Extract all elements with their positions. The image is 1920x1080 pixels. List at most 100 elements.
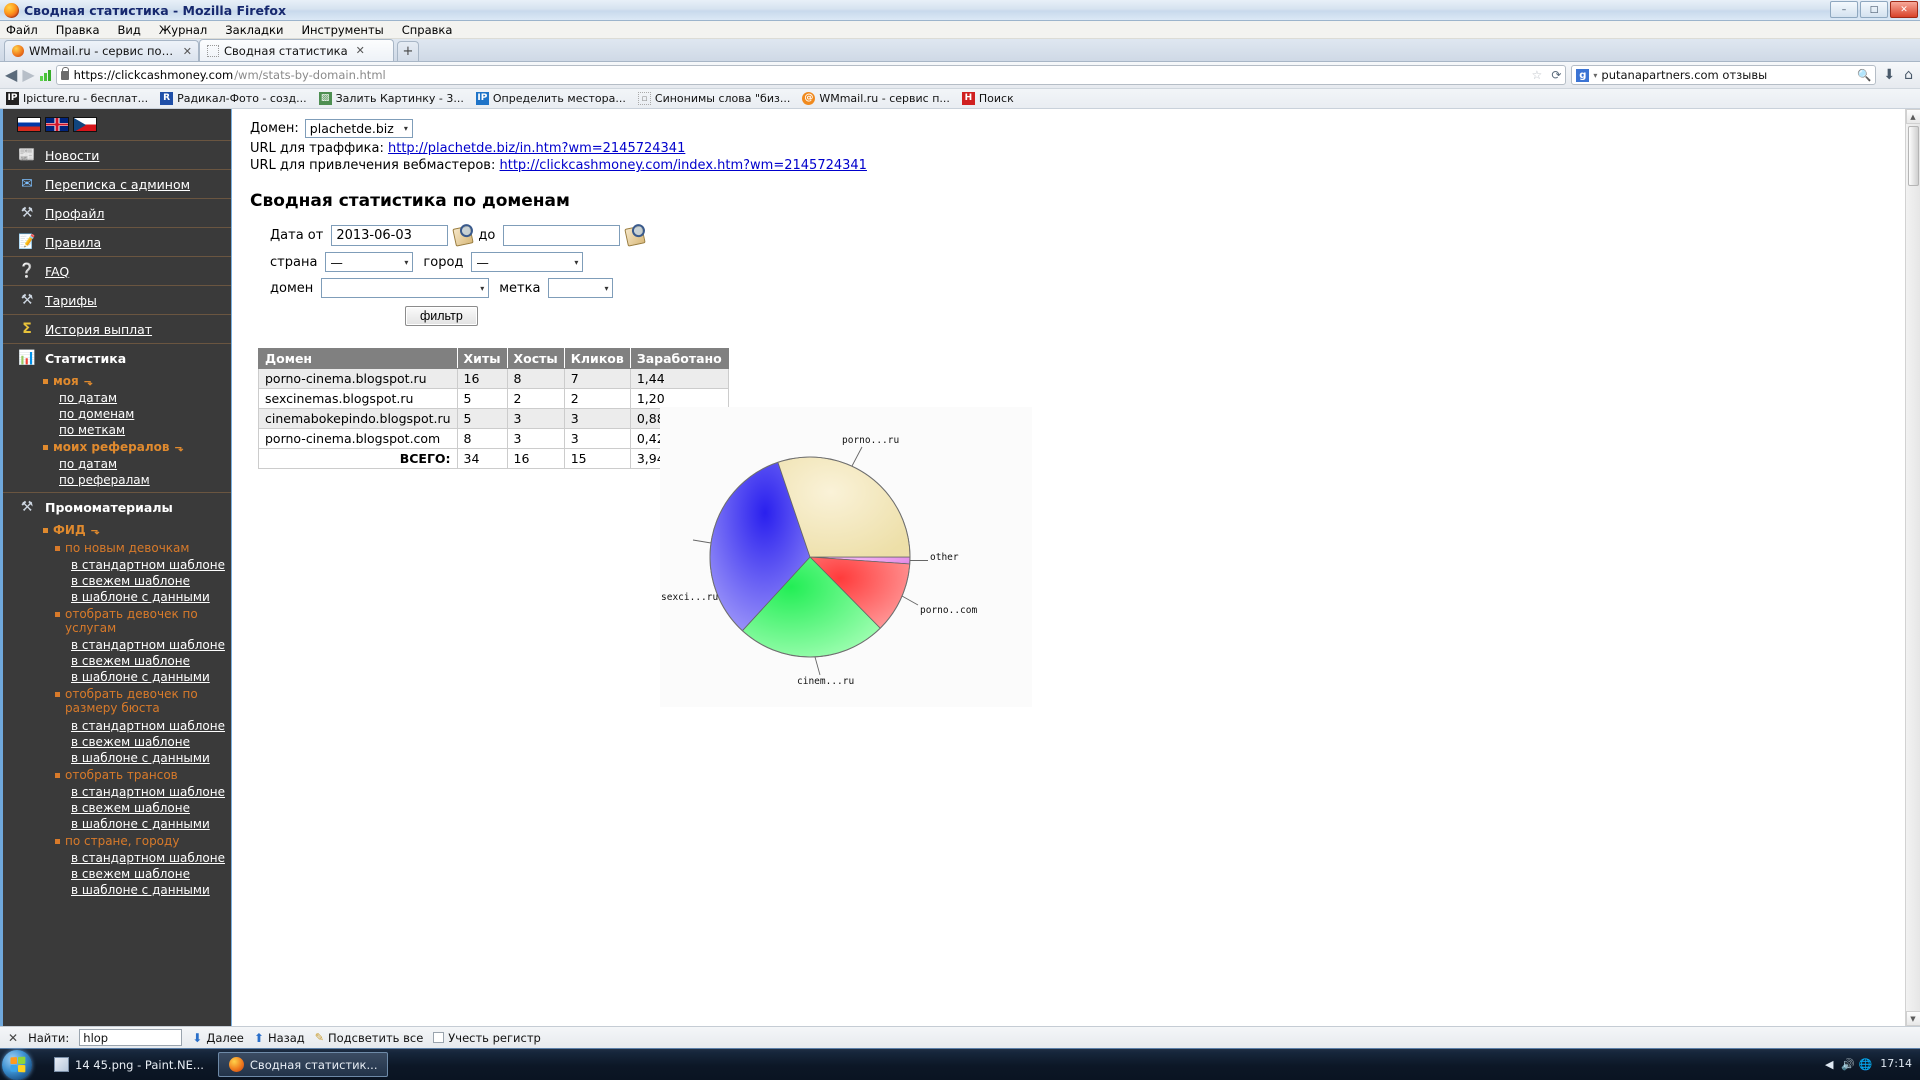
sidebar-link-standard-template[interactable]: в стандартном шаблоне	[71, 638, 225, 652]
tab-wmmail[interactable]: WMmail.ru - сервис почтовых рассылок... …	[4, 40, 199, 61]
city-select[interactable]: — ▾	[471, 252, 584, 272]
find-next-button[interactable]: ⬇ Далее	[192, 1031, 244, 1045]
calendar-picker-icon[interactable]	[452, 224, 475, 247]
sidebar-link-fresh-template[interactable]: в свежем шаблоне	[71, 654, 190, 668]
back-icon[interactable]: ◀	[5, 65, 18, 84]
sidebar-item-label[interactable]: Новости	[45, 147, 100, 163]
sidebar-subgroup-by-country-city[interactable]: по стране, городу	[3, 832, 231, 850]
flag-cz-icon[interactable]	[73, 117, 97, 132]
menu-item-edit[interactable]: Правка	[55, 22, 100, 37]
sidebar-item-label[interactable]: Профайл	[45, 205, 105, 221]
country-select[interactable]: — ▾	[325, 252, 414, 272]
sidebar-link-data-template[interactable]: в шаблоне с данными	[71, 882, 210, 897]
tab-close-icon[interactable]: ✕	[355, 44, 365, 57]
sidebar-link-fresh-template[interactable]: в свежем шаблоне	[71, 800, 190, 815]
tray-expand-icon[interactable]: ◀	[1824, 1058, 1834, 1071]
google-icon[interactable]: g	[1576, 68, 1590, 82]
sidebar-item-label[interactable]: Тарифы	[45, 292, 97, 308]
webmaster-url-link[interactable]: http://clickcashmoney.com/index.htm?wm=2…	[499, 158, 867, 173]
address-bar[interactable]: https://clickcashmoney.com /wm/stats-by-…	[55, 65, 1567, 85]
tray-icons[interactable]: 🔊 🌐	[1841, 1058, 1873, 1071]
sidebar-group-referral-stats[interactable]: моих рефералов ⬎	[3, 438, 231, 456]
taskbar-item-firefox[interactable]: Сводная статистик...	[217, 1052, 389, 1077]
bookmark-item[interactable]: IP Определить местора...	[475, 92, 626, 105]
start-button[interactable]	[2, 1049, 32, 1080]
sidebar-item-payout-history[interactable]: Σ История выплат	[3, 314, 231, 343]
home-icon[interactable]: ⌂	[1904, 67, 1913, 83]
sidebar-item-faq[interactable]: ❔ FAQ	[3, 256, 231, 285]
sidebar-link-standard-template[interactable]: в стандартном шаблоне	[71, 850, 225, 865]
menu-item-history[interactable]: Журнал	[158, 22, 208, 37]
sidebar-link-by-dates[interactable]: по датам	[59, 391, 118, 405]
flag-uk-icon[interactable]	[45, 117, 69, 132]
sidebar-link-fresh-template[interactable]: в свежем шаблоне	[71, 866, 190, 881]
traffic-url-link[interactable]: http://plachetde.biz/in.htm?wm=214572434…	[387, 141, 686, 156]
find-input[interactable]: hlop	[79, 1029, 183, 1046]
sidebar-subgroup-trans[interactable]: отобрать трансов	[3, 766, 231, 784]
clock[interactable]: 17:14	[1880, 1057, 1912, 1071]
sidebar-link-fresh-template[interactable]: в свежем шаблоне	[71, 734, 190, 749]
search-bar[interactable]: g ▾ putanapartners.com отзывы 🔍	[1571, 65, 1877, 85]
sidebar-link-ref-by-dates[interactable]: по датам	[59, 457, 118, 471]
date-from-input[interactable]: 2013-06-03	[331, 225, 449, 246]
find-close-icon[interactable]: ✕	[8, 1030, 19, 1045]
tab-stats[interactable]: Сводная статистика ✕	[199, 39, 394, 61]
sidebar-item-news[interactable]: 📰 Новости	[3, 140, 231, 169]
close-button[interactable]: ✕	[1890, 1, 1918, 18]
sidebar-item-tariffs[interactable]: ⚒ Тарифы	[3, 285, 231, 314]
scroll-up-arrow-icon[interactable]: ▲	[1905, 109, 1920, 124]
forward-icon[interactable]: ▶	[22, 65, 35, 84]
sidebar-link-fresh-template[interactable]: в свежем шаблоне	[71, 574, 190, 588]
menu-item-tools[interactable]: Инструменты	[301, 22, 384, 37]
sidebar-item-admin-mail[interactable]: ✉ Переписка с админом	[3, 169, 231, 198]
checkbox-icon[interactable]	[433, 1032, 445, 1043]
sidebar-link-by-domains[interactable]: по доменам	[59, 407, 135, 421]
sidebar-link-data-template[interactable]: в шаблоне с данными	[71, 590, 210, 604]
sidebar-link-data-template[interactable]: в шаблоне с данными	[71, 670, 210, 684]
sidebar-item-label[interactable]: Правила	[45, 234, 102, 250]
bookmark-item[interactable]: @ WMmail.ru - сервис п...	[802, 92, 950, 105]
bookmark-item[interactable]: ▨ Залить Картинку - 3...	[318, 92, 464, 105]
sidebar-link-data-template[interactable]: в шаблоне с данными	[71, 816, 210, 831]
bookmark-star-icon[interactable]: ☆	[1531, 68, 1543, 82]
flag-ru-icon[interactable]	[17, 117, 41, 132]
highlight-all-button[interactable]: ✎ Подсветить все	[315, 1031, 424, 1045]
bookmark-item[interactable]: ▫ Синонимы слова "биз...	[637, 92, 790, 105]
taskbar-item-paint[interactable]: 14 45.png - Paint.NE...	[43, 1052, 215, 1077]
menu-item-view[interactable]: Вид	[117, 22, 141, 37]
sidebar-item-label[interactable]: FAQ	[45, 263, 70, 279]
signal-bars-icon[interactable]	[39, 69, 51, 81]
sidebar-link-standard-template[interactable]: в стандартном шаблоне	[71, 558, 225, 572]
sidebar-link-ref-by-referrals[interactable]: по рефералам	[59, 473, 150, 487]
chevron-down-icon[interactable]: ▾	[1593, 70, 1598, 80]
page-scrollbar[interactable]: ▲ ▼	[1905, 109, 1920, 1026]
sidebar-group-fid[interactable]: ФИД ⬎	[3, 521, 231, 539]
sidebar-link-by-tags[interactable]: по меткам	[59, 423, 126, 437]
sidebar-item-rules[interactable]: 📝 Правила	[3, 227, 231, 256]
minimize-button[interactable]: –	[1830, 1, 1858, 18]
date-to-input[interactable]	[503, 225, 621, 246]
tab-close-icon[interactable]: ✕	[182, 44, 192, 58]
scrollbar-thumb[interactable]	[1907, 126, 1919, 186]
search-input[interactable]: putanapartners.com отзывы	[1601, 68, 1768, 82]
domain-select[interactable]: plachetde.biz ▾	[304, 119, 413, 138]
sidebar-item-label[interactable]: Переписка с админом	[45, 176, 191, 192]
scroll-down-arrow-icon[interactable]: ▼	[1905, 1011, 1920, 1026]
find-prev-button[interactable]: ⬆ Назад	[254, 1031, 305, 1045]
menu-item-file[interactable]: Файл	[6, 22, 38, 37]
reload-icon[interactable]: ⟳	[1551, 68, 1562, 82]
sidebar-item-label[interactable]: История выплат	[45, 321, 153, 337]
sidebar-subgroup-by-bust[interactable]: отобрать девочек по размеру бюста	[3, 685, 231, 718]
sidebar-link-standard-template[interactable]: в стандартном шаблоне	[71, 718, 225, 733]
filter-submit-button[interactable]: фильтр	[405, 306, 478, 326]
sidebar-group-my-stats[interactable]: моя ⬎	[3, 372, 231, 390]
sidebar-subgroup-new-girls[interactable]: по новым девочкам	[3, 539, 231, 557]
calendar-picker-icon[interactable]	[624, 224, 646, 247]
tag-select[interactable]: ▾	[548, 278, 614, 298]
bookmark-item[interactable]: Н Поиск	[961, 92, 1014, 105]
sidebar-link-standard-template[interactable]: в стандартном шаблоне	[71, 784, 225, 799]
menu-item-help[interactable]: Справка	[401, 22, 453, 37]
maximize-button[interactable]: □	[1860, 1, 1888, 18]
bookmark-item[interactable]: R Радикал-Фото - созд...	[160, 92, 307, 105]
downloads-icon[interactable]: ⬇	[1883, 67, 1896, 83]
